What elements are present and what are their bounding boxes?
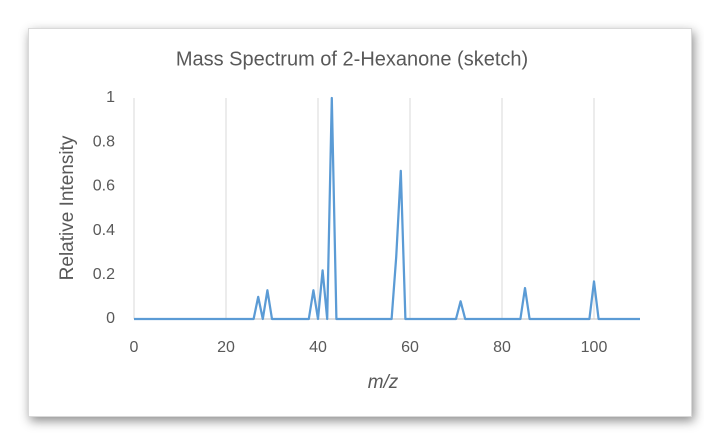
x-axis-label: m/z — [368, 372, 399, 393]
y-tick-label: 0.2 — [93, 266, 115, 283]
x-tick-label: 20 — [217, 339, 235, 356]
data-line — [134, 96, 640, 321]
y-tick-label: 0 — [106, 310, 115, 327]
x-tick-label: 100 — [581, 339, 608, 356]
y-axis-label: Relative Intensity — [57, 135, 78, 280]
y-tick-label: 0.4 — [93, 222, 115, 239]
y-tick-label: 0.6 — [93, 178, 115, 195]
y-tick-label: 1 — [106, 89, 115, 106]
x-tick-label: 0 — [130, 339, 139, 356]
x-tick-label: 80 — [493, 339, 511, 356]
x-tick-label: 40 — [309, 339, 327, 356]
x-tick-label: 60 — [401, 339, 419, 356]
chart-title: Mass Spectrum of 2-Hexanone (sketch) — [176, 48, 528, 70]
y-tick-label: 0.8 — [93, 133, 115, 150]
chart-panel — [28, 28, 692, 417]
